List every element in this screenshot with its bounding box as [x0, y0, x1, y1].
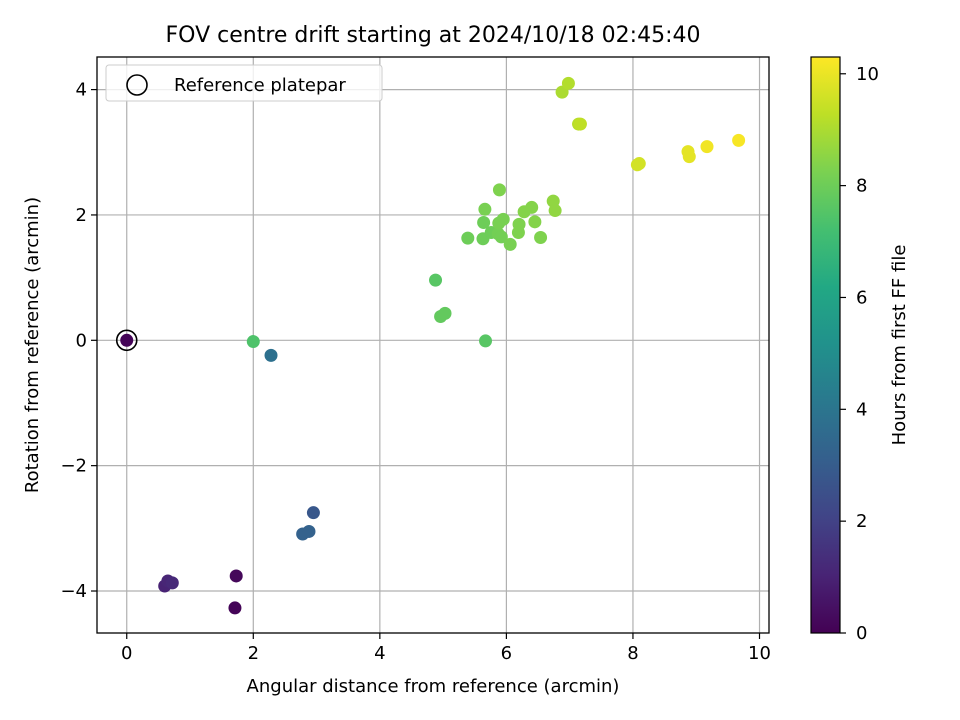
data-point — [682, 150, 696, 164]
data-point — [496, 212, 510, 226]
data-point — [528, 215, 542, 229]
data-point — [438, 306, 452, 320]
data-point — [229, 569, 243, 583]
data-point — [302, 524, 316, 538]
data-point — [228, 601, 242, 615]
colorbar-tick-label: 10 — [856, 64, 879, 85]
plot-frame — [96, 56, 770, 634]
chart-title: FOV centre drift starting at 2024/10/18 … — [166, 23, 701, 48]
data-point — [306, 506, 320, 520]
x-tick-label: 0 — [121, 643, 132, 664]
data-point — [264, 348, 278, 362]
legend-marker-icon — [126, 74, 148, 96]
colorbar-tick-label: 4 — [856, 399, 867, 420]
data-point — [429, 273, 443, 287]
colorbar-ticks: 0 2 4 6 8 10 — [840, 64, 879, 644]
colorbar-label: Hours from first FF file — [889, 245, 910, 446]
colorbar-tick-label: 6 — [856, 287, 867, 308]
data-point — [478, 202, 492, 216]
y-tick-label: 0 — [76, 330, 87, 351]
colorbar-tick-label: 2 — [856, 511, 867, 532]
reference-marker — [115, 329, 138, 352]
legend-box — [105, 64, 383, 102]
colorbar-tick-label: 8 — [856, 176, 867, 197]
data-point — [246, 335, 260, 349]
data-point — [492, 183, 506, 197]
data-point — [700, 140, 714, 154]
y-axis-label: Rotation from reference (arcmin) — [22, 197, 43, 493]
data-point — [461, 231, 475, 245]
y-tick-label: 4 — [76, 80, 87, 101]
data-point — [732, 133, 746, 147]
x-tick-label: 6 — [501, 643, 512, 664]
x-tick-label: 10 — [748, 643, 771, 664]
colorbar-tick-label: 0 — [856, 623, 867, 644]
x-axis: 0 2 4 6 8 10 — [121, 633, 771, 664]
data-point — [512, 217, 526, 231]
y-axis: −4 −2 0 2 4 — [60, 80, 97, 602]
data-point — [548, 204, 562, 218]
data-point — [477, 215, 491, 229]
data-point — [479, 334, 493, 348]
data-points — [120, 76, 746, 615]
y-tick-label: 2 — [76, 205, 87, 226]
data-point — [120, 333, 134, 347]
x-tick-label: 2 — [248, 643, 259, 664]
x-axis-label: Angular distance from reference (arcmin) — [247, 676, 620, 697]
y-tick-label: −4 — [60, 581, 87, 602]
data-point — [561, 76, 575, 90]
colorbar-gradient — [810, 56, 841, 634]
y-tick-label: −2 — [60, 456, 87, 477]
data-point — [632, 157, 646, 171]
reference-point — [115, 329, 138, 352]
data-point — [573, 117, 587, 131]
data-point — [534, 231, 548, 245]
legend-entry-reference: Reference platepar — [174, 75, 346, 96]
data-point — [503, 237, 517, 251]
colorbar: 0 2 4 6 8 10 Hours from first FF file — [810, 56, 910, 644]
data-point — [494, 230, 508, 244]
legend: Reference platepar — [105, 64, 383, 102]
x-tick-label: 8 — [627, 643, 638, 664]
grid — [97, 57, 769, 633]
data-point — [165, 576, 179, 590]
data-point — [525, 200, 539, 214]
x-tick-label: 4 — [374, 643, 385, 664]
